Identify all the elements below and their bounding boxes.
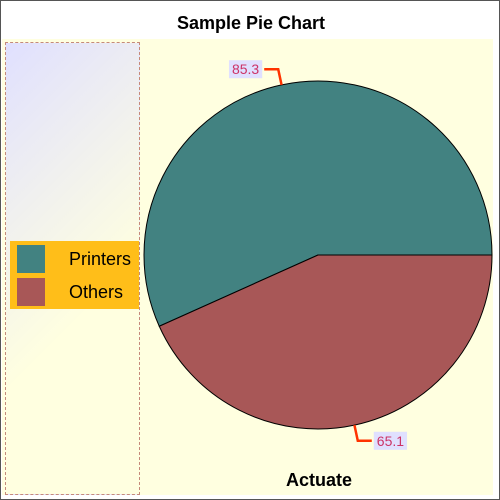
legend-swatch-others xyxy=(16,277,46,307)
leader-line-printers xyxy=(264,67,283,86)
legend-item-others[interactable]: Others xyxy=(16,277,136,307)
data-label-bg-others xyxy=(373,431,408,450)
legend-label-others: Others xyxy=(69,282,124,302)
leader-line-others xyxy=(353,424,372,443)
pie-slice-printers[interactable] xyxy=(143,80,493,327)
legend: Printers Others xyxy=(10,241,139,309)
chart-title: Sample Pie Chart xyxy=(176,13,326,33)
data-label-printers: 85.3 xyxy=(232,61,259,77)
series-label: Actuate xyxy=(285,470,352,490)
data-label-others: 65.1 xyxy=(377,433,404,449)
legend-label-printers: Printers xyxy=(69,249,132,269)
legend-item-printers[interactable]: Printers xyxy=(16,244,136,274)
data-label-bg-printers xyxy=(228,60,263,79)
legend-swatch-printers xyxy=(16,244,46,274)
pie-slice-others[interactable] xyxy=(158,254,493,430)
